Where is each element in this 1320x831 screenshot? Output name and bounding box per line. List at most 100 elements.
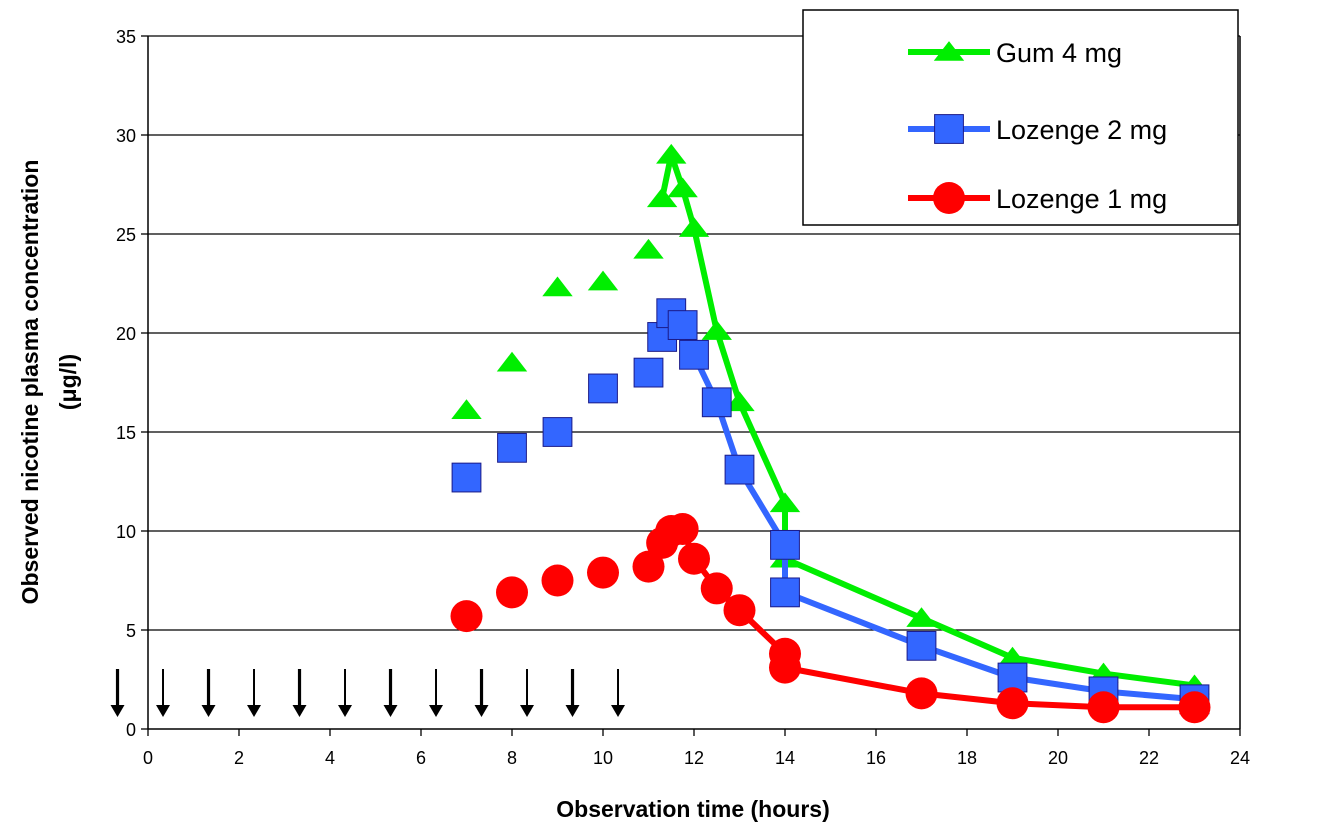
- data-point: [679, 339, 709, 370]
- legend-label: Gum 4 mg: [996, 38, 1122, 68]
- x-tick-label: 18: [957, 748, 977, 768]
- y-tick-label: 35: [116, 27, 136, 47]
- data-point: [542, 417, 573, 447]
- series-lozenge-2-mg: [451, 298, 1210, 715]
- dose-arrow: [201, 669, 216, 717]
- data-point: [770, 529, 800, 560]
- data-point: [906, 630, 937, 661]
- dose-arrow-head: [474, 705, 489, 717]
- dose-arrow-head: [565, 705, 580, 717]
- data-point: [633, 238, 664, 259]
- y-tick-labels: 0 5 10 15 20 25 30 35: [116, 27, 136, 740]
- dose-arrow-head: [520, 705, 535, 717]
- data-point: [541, 564, 574, 597]
- data-point: [724, 454, 755, 485]
- data-point: [646, 187, 678, 208]
- data-point: [996, 687, 1029, 720]
- x-tick-label: 10: [593, 748, 613, 768]
- data-point: [587, 556, 619, 589]
- y-axis-title-line1: Observed nicotine plasma concentration: [17, 160, 43, 605]
- data-point: [496, 576, 528, 609]
- y-axis-title-line2: (μg/l): [55, 354, 81, 410]
- dose-arrow-head: [611, 705, 626, 717]
- data-point: [701, 320, 732, 340]
- dose-arrow: [611, 669, 626, 717]
- legend-marker: [934, 114, 964, 144]
- data-point: [632, 550, 665, 583]
- data-point: [450, 600, 483, 633]
- dose-arrow: [565, 669, 580, 717]
- x-tick-label: 20: [1048, 748, 1068, 768]
- legend-label: Lozenge 1 mg: [996, 184, 1167, 214]
- x-tick-label: 0: [143, 748, 153, 768]
- data-point: [666, 513, 699, 546]
- x-tick-labels: 0 2 4 6 8 10 12 14 16 18 20 22 24: [143, 748, 1250, 768]
- data-point: [451, 462, 482, 493]
- data-point: [701, 387, 732, 418]
- x-tick-label: 4: [325, 748, 335, 768]
- y-tick-label: 5: [126, 621, 136, 641]
- legend: Gum 4 mg Lozenge 2 mg Lozenge 1 mg: [802, 9, 1239, 226]
- legend-marker: [933, 182, 965, 214]
- dose-arrow: [156, 669, 171, 717]
- legend-label: Lozenge 2 mg: [996, 115, 1167, 145]
- x-tick-label: 16: [866, 748, 886, 768]
- y-axis-title-group: Observed nicotine plasma concentration (…: [17, 160, 81, 605]
- data-point: [769, 651, 801, 684]
- dose-arrow: [520, 669, 535, 717]
- dose-arrow: [110, 669, 125, 717]
- data-point: [905, 677, 938, 710]
- data-point: [667, 177, 698, 198]
- dose-arrow-head: [110, 705, 125, 717]
- dose-arrow: [474, 669, 489, 717]
- data-point: [667, 310, 698, 340]
- dose-arrow-head: [247, 705, 262, 717]
- data-point: [1087, 691, 1120, 724]
- dose-arrow-head: [156, 705, 171, 717]
- axes: [147, 36, 1241, 736]
- data-point: [496, 351, 528, 372]
- y-tick-label: 20: [116, 324, 136, 344]
- x-tick-label: 6: [416, 748, 426, 768]
- legend-entry: Lozenge 1 mg: [908, 182, 1167, 214]
- data-point: [678, 542, 710, 575]
- data-point: [588, 373, 618, 404]
- series-lozenge-1-mg: [450, 513, 1211, 724]
- data-point: [633, 357, 664, 388]
- x-tick-label: 14: [775, 748, 795, 768]
- dose-arrow: [292, 669, 307, 717]
- dose-arrow: [247, 669, 262, 717]
- data-point: [723, 594, 756, 627]
- data-point: [1178, 691, 1211, 724]
- dose-arrow: [383, 669, 398, 717]
- x-tick-label: 24: [1230, 748, 1250, 768]
- x-axis-title: Observation time (hours): [556, 796, 829, 822]
- y-tick-label: 30: [116, 126, 136, 146]
- y-tick-label: 15: [116, 423, 136, 443]
- data-point: [769, 492, 801, 513]
- data-series: [450, 143, 1211, 724]
- dose-arrow-head: [292, 705, 307, 717]
- data-point: [700, 572, 733, 605]
- x-tick-label: 8: [507, 748, 517, 768]
- data-point: [451, 399, 482, 420]
- y-tick-label: 0: [126, 720, 136, 740]
- data-point: [724, 391, 755, 412]
- dose-arrow-head: [201, 705, 216, 717]
- y-tick-label: 25: [116, 225, 136, 245]
- data-point: [497, 432, 527, 463]
- dose-arrows: [110, 669, 626, 717]
- legend-marker: [933, 41, 965, 61]
- dose-arrow: [338, 669, 353, 717]
- data-point: [770, 577, 800, 608]
- legend-entry: Gum 4 mg: [908, 38, 1122, 68]
- dose-arrow-head: [338, 705, 353, 717]
- y-tick-label: 10: [116, 522, 136, 542]
- data-point: [542, 276, 573, 297]
- data-point: [656, 143, 687, 164]
- x-tick-label: 12: [684, 748, 704, 768]
- x-tick-label: 2: [234, 748, 244, 768]
- dose-arrow-head: [429, 705, 444, 717]
- dose-arrow: [429, 669, 444, 717]
